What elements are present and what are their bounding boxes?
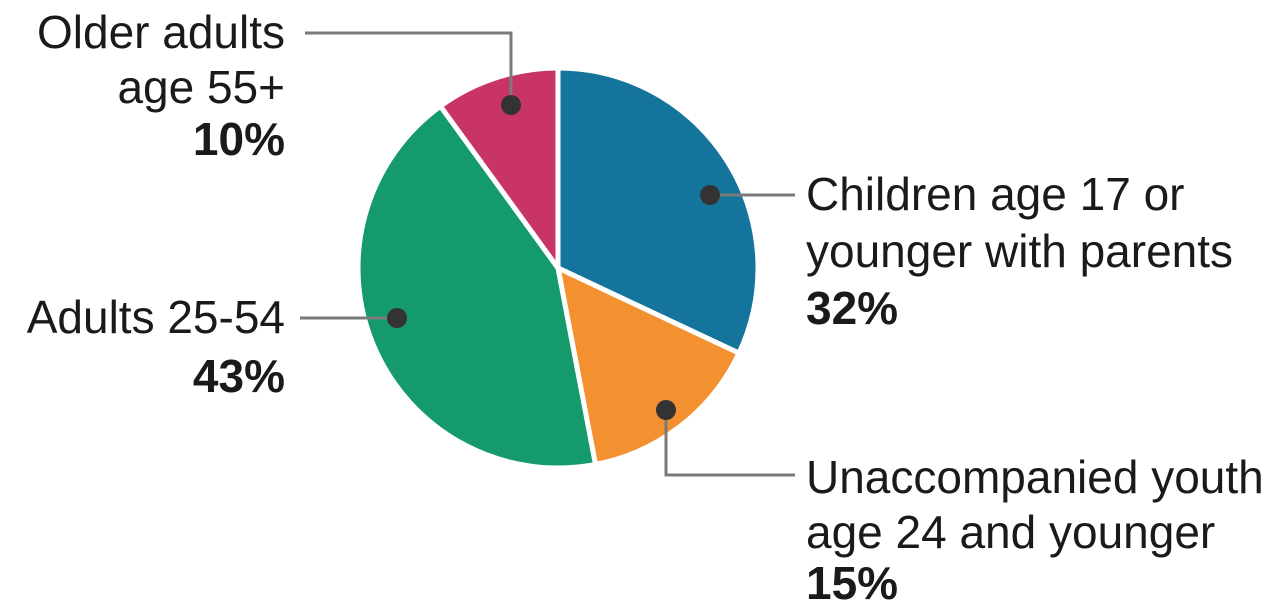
pie-slices — [355, 65, 761, 471]
anchor-dot-adults — [387, 308, 407, 328]
value-label-adults: 43% — [193, 350, 285, 402]
leader-line-youth — [664, 410, 795, 477]
leader-line-older — [305, 31, 513, 105]
label-children-line-2: younger with parents — [806, 225, 1233, 277]
label-older-line-1: Older adults — [37, 6, 285, 58]
anchor-dot-children — [700, 185, 720, 205]
pie-slice-older — [437, 65, 561, 271]
annotation-youth: Unaccompanied youth age 24 and younger 1… — [656, 400, 1264, 605]
label-adults-line-1: Adults 25-54 — [27, 291, 285, 343]
label-youth-line-2: age 24 and younger — [806, 506, 1215, 558]
pie-slice-youth — [555, 265, 742, 467]
anchor-dot-older — [501, 95, 521, 115]
value-label-older: 10% — [193, 113, 285, 165]
annotation-children: Children age 17 or younger with parents … — [700, 168, 1233, 334]
value-label-youth: 15% — [806, 557, 898, 605]
annotation-adults: Adults 25-54 43% — [27, 291, 407, 402]
pie-slice-adults — [355, 103, 598, 471]
pie-slice-children — [555, 65, 761, 356]
value-label-children: 32% — [806, 282, 898, 334]
anchor-dot-youth — [656, 400, 676, 420]
label-youth-line-1: Unaccompanied youth — [806, 451, 1264, 503]
label-children-line-1: Children age 17 or — [806, 168, 1184, 220]
annotation-older: Older adults age 55+ 10% — [37, 6, 521, 165]
label-older-line-2: age 55+ — [117, 61, 285, 113]
